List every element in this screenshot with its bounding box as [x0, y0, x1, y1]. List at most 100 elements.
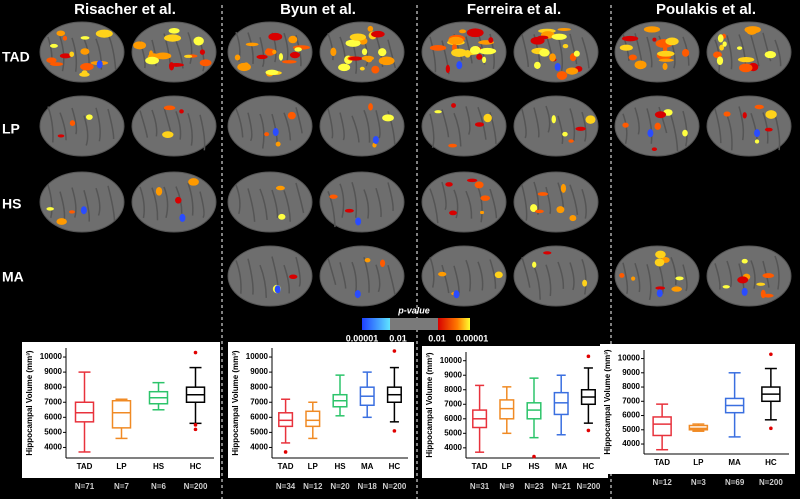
x-tick-label: MA	[728, 458, 741, 467]
activation	[722, 285, 730, 289]
activation	[133, 41, 147, 50]
y-tick-label: 9000	[444, 370, 462, 379]
brain-maps	[39, 21, 792, 307]
activation	[368, 103, 373, 111]
activation	[451, 103, 456, 108]
activation	[49, 62, 63, 67]
brain	[513, 95, 599, 157]
n-label: N=200	[383, 482, 407, 491]
cortex	[227, 95, 313, 157]
cortex	[131, 171, 217, 233]
sulcus	[441, 181, 447, 211]
colorbar: p-value 0.00001 0.01 0.01 0.00001	[346, 305, 489, 343]
activation	[266, 48, 271, 53]
sulcus	[339, 183, 345, 218]
cortex	[421, 245, 507, 307]
sulcus	[235, 260, 242, 294]
sulcus	[235, 184, 241, 215]
activation	[434, 110, 442, 114]
plot-background	[422, 346, 608, 478]
y-axis-label: Hippocampal Volume (mm³)	[231, 350, 240, 456]
activation	[68, 210, 75, 214]
y-tick-label: 5000	[444, 428, 462, 437]
sulcus	[581, 37, 590, 69]
n-label: N=6	[151, 482, 166, 491]
activation	[716, 56, 724, 65]
brain	[39, 95, 125, 157]
activation	[345, 39, 361, 47]
sulcus	[726, 114, 733, 151]
activation	[738, 63, 753, 73]
activation	[756, 282, 766, 286]
activation	[582, 279, 588, 287]
plot-background	[600, 344, 795, 474]
box	[305, 410, 321, 428]
sulcus	[521, 185, 528, 221]
activation	[448, 36, 464, 45]
brain	[319, 171, 405, 233]
outlier	[193, 350, 198, 355]
sulcus	[521, 256, 531, 288]
box-plot: Hippocampal Volume (mm³) 4000 5000 6000 7000…	[22, 342, 220, 478]
n-label: N=9	[499, 482, 514, 491]
row-label: TAD	[2, 49, 30, 65]
sulcus	[726, 35, 733, 70]
x-tick-label: HC	[583, 462, 595, 471]
y-tick-label: 9000	[250, 367, 268, 376]
activation	[622, 122, 629, 128]
sulcus	[247, 112, 253, 142]
activation	[85, 114, 93, 120]
y-tick-label: 5000	[622, 425, 640, 434]
n-label: N=21	[552, 482, 572, 491]
y-tick-label: 6000	[622, 411, 640, 420]
brain	[614, 95, 700, 157]
activation	[329, 194, 338, 199]
activation	[737, 276, 749, 284]
sulcus	[465, 106, 471, 135]
box	[278, 412, 294, 428]
activation	[482, 56, 487, 64]
y-tick-label: 5000	[250, 427, 268, 436]
activation	[466, 28, 484, 38]
cortex	[513, 245, 599, 307]
sulcus	[581, 259, 587, 295]
activation-negative	[372, 135, 379, 144]
activation	[62, 35, 68, 41]
activation	[344, 208, 354, 213]
y-axis-label: Hippocampal Volume (mm³)	[25, 350, 34, 456]
box	[111, 399, 132, 429]
sulcus	[387, 182, 394, 211]
sulcus	[545, 264, 552, 297]
brain	[706, 245, 792, 307]
x-tick-label: LP	[116, 462, 127, 471]
activation	[474, 122, 485, 127]
activation	[478, 47, 497, 55]
y-tick-label: 9000	[622, 368, 640, 377]
sulcus	[533, 107, 540, 138]
activation	[380, 259, 386, 268]
activation	[551, 115, 557, 124]
n-label: N=71	[75, 482, 95, 491]
activation	[556, 206, 565, 214]
activation	[448, 143, 457, 148]
brain	[319, 245, 405, 307]
x-tick-label: LP	[502, 462, 513, 471]
activation	[621, 35, 639, 42]
activation	[488, 37, 494, 43]
activation	[349, 33, 367, 41]
activation	[713, 51, 722, 59]
sulcus	[429, 36, 437, 73]
colorbar-negative	[362, 318, 390, 330]
brain	[319, 95, 405, 157]
x-tick-label: TAD	[654, 458, 670, 467]
sulcus	[569, 262, 575, 291]
activation	[619, 273, 625, 278]
sulcus	[95, 187, 101, 216]
x-tick-label: LP	[693, 458, 704, 467]
sulcus	[581, 189, 587, 219]
activation	[69, 120, 76, 127]
activation	[654, 122, 661, 130]
sulcus	[750, 260, 756, 289]
n-label: N=7	[114, 482, 129, 491]
brain	[513, 21, 599, 83]
